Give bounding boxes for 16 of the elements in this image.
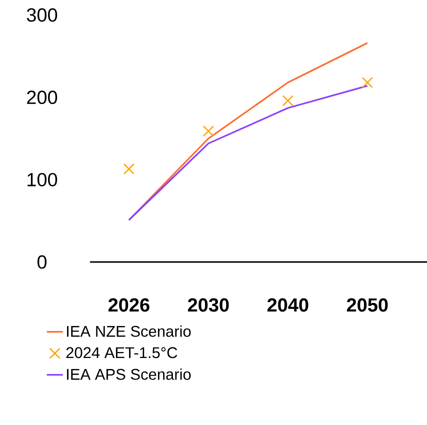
x-tick-label: 2030: [188, 298, 229, 312]
y-tick-label: 100: [28, 172, 58, 186]
point: [202, 125, 214, 137]
point: [282, 95, 294, 106]
x-tick-label: 2040: [267, 298, 308, 312]
x-tick-label: 2026: [108, 298, 150, 312]
y-tick-label: 300: [26, 8, 58, 22]
point: [123, 163, 135, 175]
y-tick-label: 0: [37, 255, 47, 269]
legend-label: 2024 AET-1.5°C: [66, 347, 178, 358]
point: [362, 76, 373, 88]
legend-label: IEA NZE Scenario: [67, 325, 191, 337]
legend-label: IEA APS Scenario: [67, 368, 191, 380]
x-tick-label: 2050: [346, 298, 388, 312]
line-series: [128, 85, 368, 221]
y-tick-label: 200: [27, 90, 58, 104]
